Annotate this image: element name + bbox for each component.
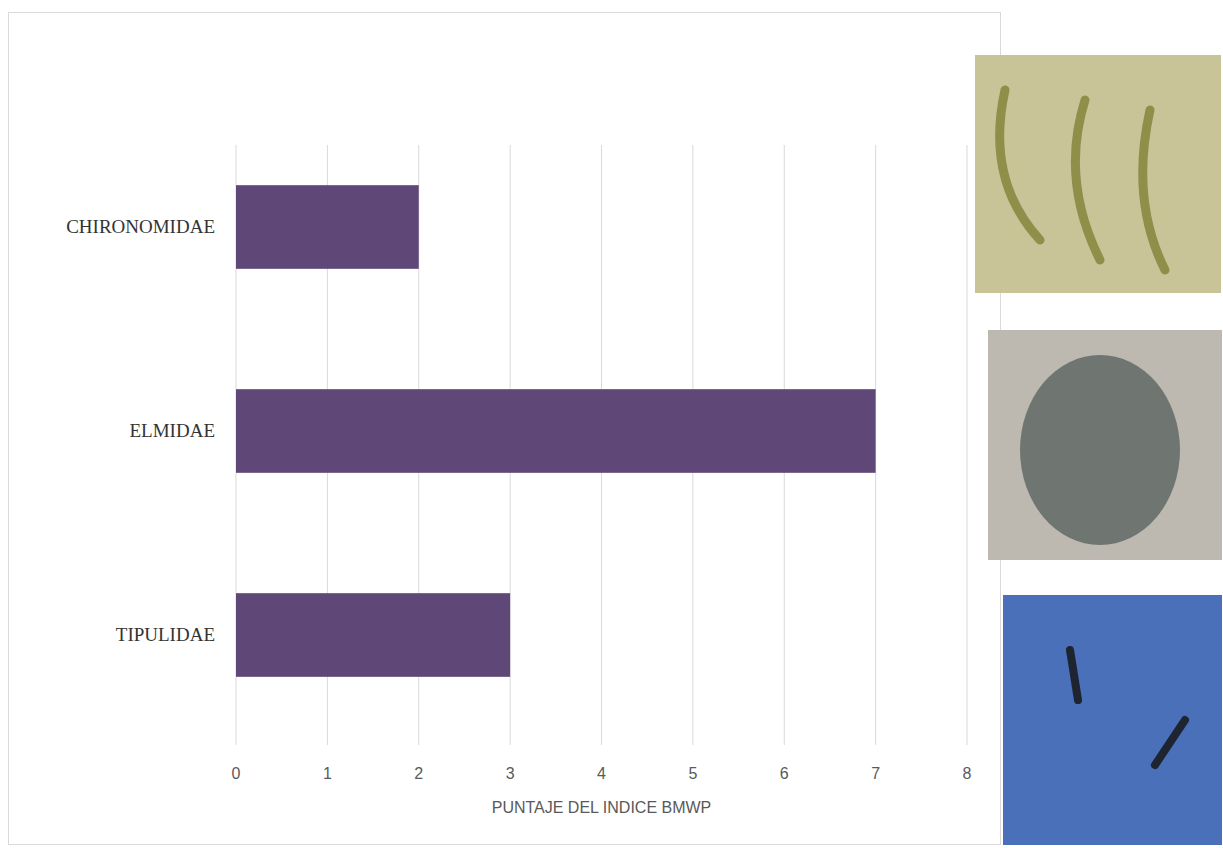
photo-detail: [1070, 650, 1185, 765]
category-label: TIPULIDAE: [116, 624, 215, 645]
photo-detail: [1000, 90, 1165, 270]
bar: [236, 593, 510, 677]
chart: 0 1 2 3 4 5 6 7 8 CHIRONOMIDAE ELMIDAE TIPULIDAE PUN…: [0, 0, 1223, 848]
bar: [236, 389, 876, 473]
tick-label: 0: [232, 765, 241, 782]
photo: [1003, 595, 1222, 845]
tick-label: 1: [323, 765, 332, 782]
tick-label: 3: [506, 765, 515, 782]
category-label: ELMIDAE: [130, 420, 215, 441]
photo: [988, 330, 1222, 560]
chart-frame: [9, 13, 1001, 845]
axis-title: PUNTAJE DEL INDICE BMWP: [492, 799, 712, 816]
category-label: CHIRONOMIDAE: [66, 216, 215, 237]
tick-label: 5: [688, 765, 697, 782]
tick-label: 2: [414, 765, 423, 782]
tick-label: 6: [780, 765, 789, 782]
tick-label: 7: [871, 765, 880, 782]
photo-detail: [1020, 355, 1180, 545]
bars: [236, 185, 876, 677]
grid-line: [967, 145, 968, 745]
bar: [236, 185, 419, 269]
tick-label: 8: [963, 765, 972, 782]
photo: [975, 55, 1221, 293]
tick-label: 4: [597, 765, 606, 782]
